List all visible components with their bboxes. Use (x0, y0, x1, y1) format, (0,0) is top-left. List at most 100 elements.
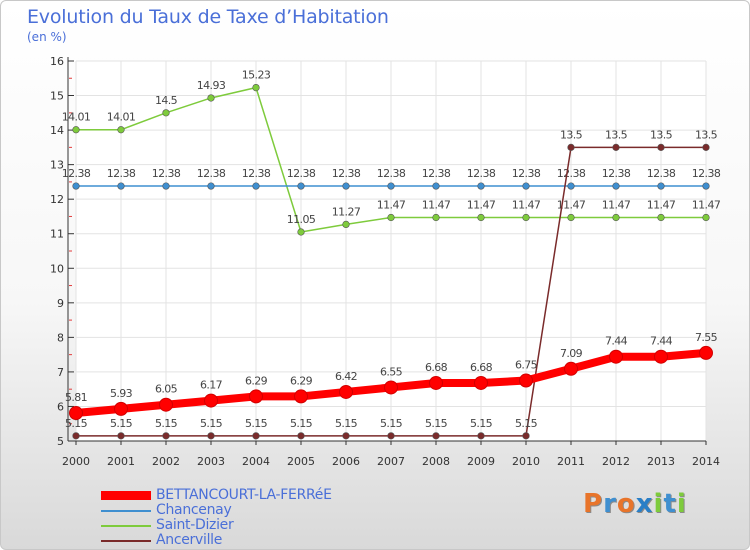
data-point (252, 83, 260, 92)
data-label: 12.38 (332, 167, 361, 180)
data-point (657, 213, 665, 222)
x-tick-label: 2007 (377, 455, 405, 468)
data-point (702, 182, 710, 190)
data-point (432, 182, 440, 190)
logo-letter: i (676, 489, 687, 519)
data-point (207, 182, 215, 190)
y-tick-label: 9 (57, 297, 64, 310)
data-label: 11.47 (377, 198, 406, 211)
data-label: 5.93 (110, 387, 133, 400)
data-point (294, 389, 308, 404)
legend-swatch (101, 491, 151, 500)
data-label: 11.05 (287, 213, 316, 226)
legend-swatch (101, 525, 151, 527)
series-bettancourt-la-ferr-e: 5.81 5.93 6.05 6.17 6.29 6.29 6.42 6.55 6.68 6.68… (65, 331, 718, 421)
x-tick-label: 2013 (647, 455, 675, 468)
data-label: 14.5 (155, 94, 178, 107)
data-point (114, 401, 128, 416)
x-tick-label: 2012 (602, 455, 630, 468)
data-point (342, 182, 350, 190)
data-label: 5.15 (515, 417, 538, 430)
y-tick-label: 8 (57, 331, 64, 344)
data-point (477, 432, 485, 440)
data-point (252, 432, 260, 440)
logo-letter: i (653, 489, 664, 519)
data-label: 13.5 (695, 128, 718, 141)
data-label: 7.44 (650, 335, 673, 348)
legend-label: BETTANCOURT-LA-FERRéE (156, 487, 332, 503)
x-tick-label: 2009 (467, 455, 495, 468)
series-saint-dizier: 14.01 14.01 14.5 14.93 15.23 11.05 11.27 11.47 1… (62, 69, 721, 236)
data-label: 14.01 (62, 111, 91, 124)
y-tick-label: 11 (50, 228, 64, 241)
y-tick-label: 5 (57, 435, 64, 448)
data-label: 12.38 (197, 167, 226, 180)
data-label: 12.38 (62, 167, 91, 180)
data-point (699, 345, 713, 360)
data-label: 5.15 (335, 417, 358, 430)
x-tick-label: 2010 (512, 455, 540, 468)
data-label: 11.47 (512, 198, 541, 211)
data-point (342, 220, 350, 228)
data-point (432, 213, 440, 222)
data-label: 5.15 (200, 417, 223, 430)
x-tick-label: 2008 (422, 455, 450, 468)
data-point (72, 182, 80, 190)
data-label: 13.5 (605, 128, 628, 141)
data-point (432, 432, 440, 440)
data-label: 6.68 (425, 361, 448, 374)
legend-swatch (101, 540, 151, 542)
legend-label: Ancerville (156, 532, 223, 548)
data-point (249, 389, 263, 404)
x-tick-label: 2002 (152, 455, 180, 468)
data-label: 5.15 (290, 417, 313, 430)
data-point (612, 143, 620, 151)
data-label: 12.38 (512, 167, 541, 180)
data-point (612, 182, 620, 190)
data-label: 6.05 (155, 383, 178, 396)
data-label: 12.38 (107, 167, 136, 180)
logo-letter: o (616, 489, 636, 519)
data-label: 5.15 (65, 417, 88, 430)
data-label: 11.47 (602, 198, 631, 211)
y-tick-label: 12 (50, 193, 64, 206)
legend-label: Chancenay (156, 502, 232, 518)
data-point (207, 432, 215, 440)
data-label: 12.38 (377, 167, 406, 180)
x-tick-label: 2003 (197, 455, 225, 468)
data-point (567, 182, 575, 190)
proxiti-logo: Proxiti (583, 489, 687, 519)
data-point (477, 213, 485, 222)
chart-title: Evolution du Taux de Taxe d’Habitation (27, 6, 389, 28)
data-label: 11.47 (557, 198, 586, 211)
logo-letter: r (603, 489, 617, 519)
x-tick-label: 2004 (242, 455, 270, 468)
data-point (612, 213, 620, 222)
data-point (384, 380, 398, 395)
x-tick-label: 2011 (557, 455, 585, 468)
logo-letter: P (583, 489, 604, 519)
logo-letter: x (635, 489, 654, 519)
y-tick-label: 16 (50, 55, 64, 68)
data-label: 11.27 (332, 205, 361, 218)
data-point (297, 228, 305, 236)
data-point (564, 361, 578, 376)
y-tick-label: 14 (50, 124, 64, 137)
data-label: 5.15 (110, 417, 133, 430)
y-tick-label: 10 (50, 262, 64, 275)
data-label: 12.38 (602, 167, 631, 180)
x-tick-label: 2006 (332, 455, 360, 468)
y-tick-label: 15 (50, 90, 64, 103)
legend-swatch (101, 510, 151, 512)
data-point (117, 182, 125, 190)
data-point (204, 393, 218, 408)
data-label: 6.29 (245, 374, 268, 387)
data-label: 6.42 (335, 370, 357, 383)
y-tick-label: 7 (57, 366, 64, 379)
data-point (207, 94, 215, 102)
data-label: 5.15 (380, 417, 403, 430)
data-point (297, 432, 305, 440)
data-label: 6.75 (515, 359, 538, 372)
